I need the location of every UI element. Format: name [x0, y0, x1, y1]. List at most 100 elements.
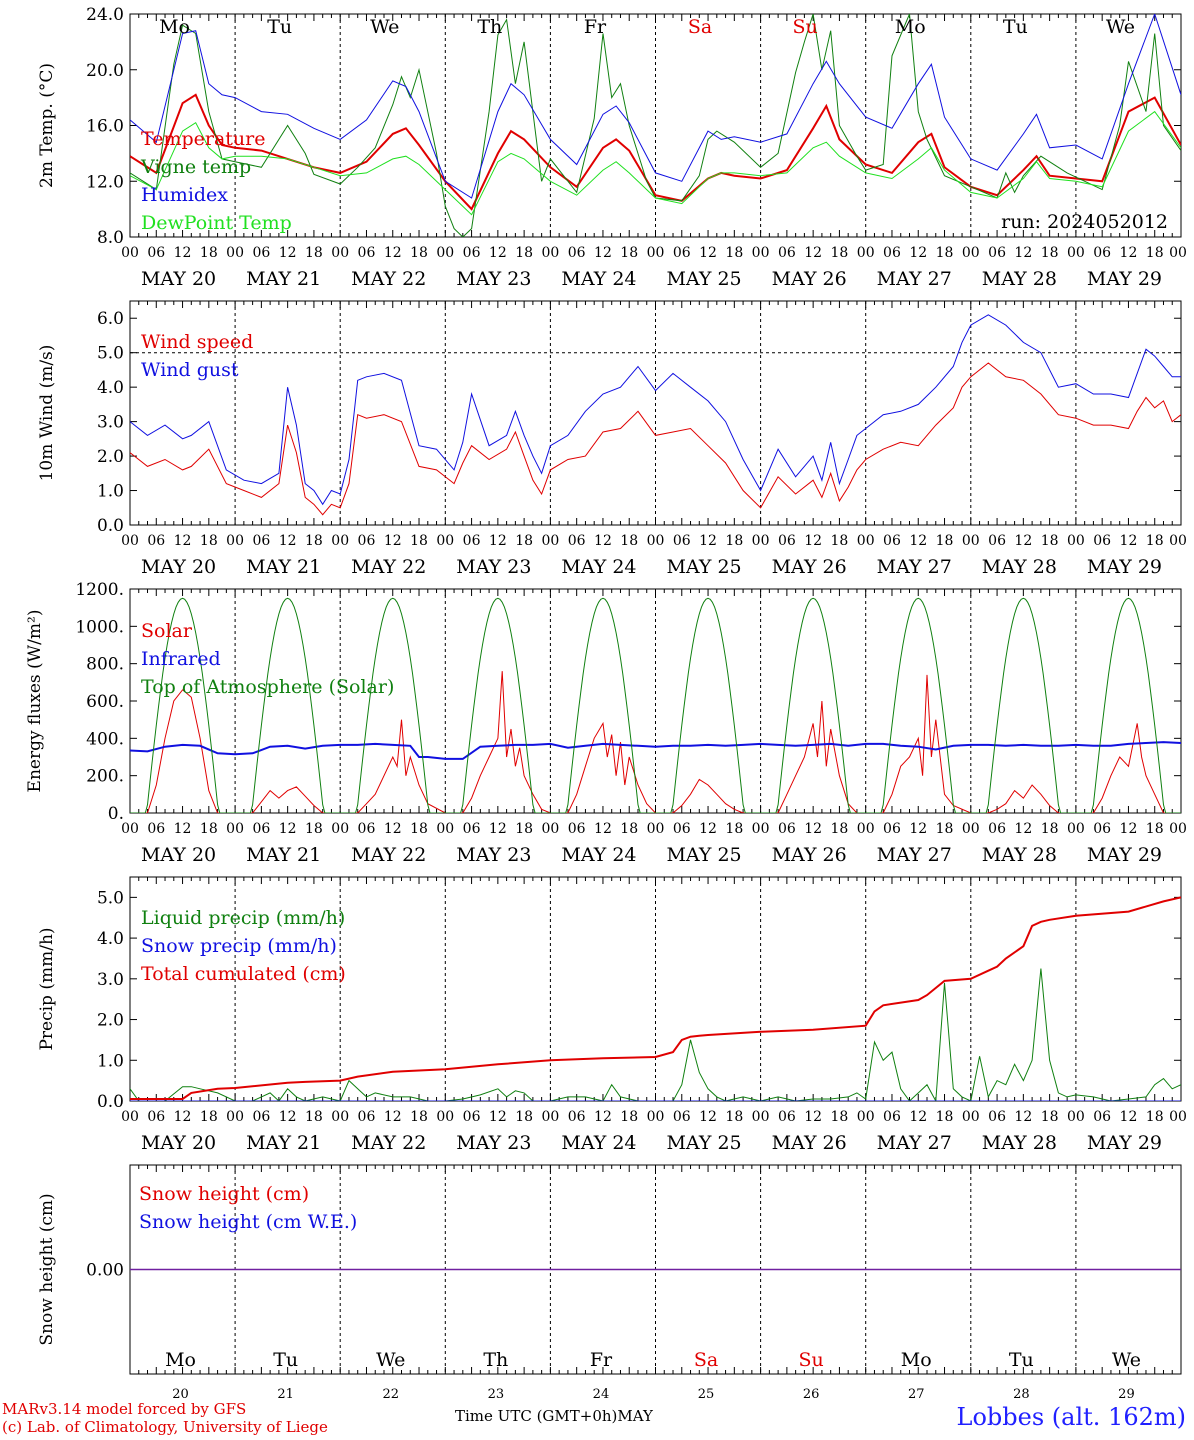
x-hour-label: 06 — [147, 533, 165, 549]
series-line-wind-gust — [130, 314, 1181, 506]
x-hour-label: 18 — [410, 821, 428, 837]
day-abbrev: Mo — [895, 16, 926, 38]
x-hour-label: 12 — [489, 1109, 507, 1125]
x-hour-label: 00 — [752, 245, 770, 261]
y-tick-label: 20.0 — [86, 61, 124, 81]
x-date-label: MAY 29 — [1087, 844, 1162, 866]
x-date-label: MAY 25 — [666, 1132, 741, 1154]
x-hour-label: 00 — [436, 821, 454, 837]
y-tick-label: 6.0 — [97, 309, 124, 329]
x-hour-label: 18 — [725, 245, 743, 261]
x-hour-label: 06 — [252, 245, 270, 261]
x-hour-label: 12 — [1014, 245, 1032, 261]
x-hour-label: 12 — [804, 821, 822, 837]
y-tick-label: 1.0 — [97, 1051, 124, 1071]
x-hour-label: 00 — [121, 1109, 139, 1125]
x-date-label: MAY 23 — [456, 556, 531, 578]
copyright-line: (c) Lab. of Climatology, University of L… — [2, 1418, 328, 1436]
x-hour-label: 18 — [620, 1109, 638, 1125]
day-abbrev: Th — [477, 16, 502, 38]
x-hour-label: 00 — [647, 533, 665, 549]
x-hour-label: 06 — [252, 1109, 270, 1125]
legend-entry: Solar — [141, 620, 193, 642]
x-hour-label: 06 — [988, 245, 1006, 261]
x-hour-label: 00 — [647, 1109, 665, 1125]
day-abbrev: Tu — [267, 16, 292, 38]
x-hour-label: 12 — [279, 245, 297, 261]
y-tick-label: 1.0 — [97, 482, 124, 502]
x-hour-label: 18 — [515, 821, 533, 837]
x-date-label: MAY 26 — [772, 556, 847, 578]
x-hour-label: 00 — [541, 1109, 559, 1125]
x-date-label: MAY 29 — [1087, 556, 1162, 578]
x-hour-label: 00 — [857, 245, 875, 261]
x-axis-title: Time UTC (GMT+0h)MAY — [455, 1407, 653, 1425]
x-hour-label: 12 — [1014, 1109, 1032, 1125]
x-hour-label: 06 — [147, 821, 165, 837]
legend-entry: Vigne temp — [140, 156, 251, 178]
x-hour-label: 06 — [1093, 1109, 1111, 1125]
x-hour-label: 12 — [489, 821, 507, 837]
x-date-label: MAY 24 — [561, 556, 636, 578]
x-date-label: MAY 28 — [982, 1132, 1057, 1154]
x-hour-label: 18 — [831, 821, 849, 837]
panel-4: 0.0 1.0 2.0 3.0 4.0 5.0 Precip (mm/h) Liquid pr… — [37, 876, 1187, 1154]
day-abbrev: Mo — [165, 1349, 196, 1371]
model-line: MARv3.14 model forced by GFS — [2, 1400, 247, 1418]
panel-5: 0.00 Snow height (cm) Snow height (cm) Snow… — [37, 1164, 1182, 1402]
x-hour-label: 06 — [463, 245, 481, 261]
series-line-infrared — [130, 741, 1181, 760]
x-hour-label: 12 — [699, 245, 717, 261]
day-abbrev: Th — [483, 1349, 508, 1371]
x-hour-label: 00 — [541, 533, 559, 549]
x-hour-label: 06 — [988, 533, 1006, 549]
y-tick-label: 400. — [86, 729, 124, 749]
x-hour-label: 06 — [673, 533, 691, 549]
x-hour-label: 12 — [699, 1109, 717, 1125]
y-tick-label: 0. — [108, 804, 124, 824]
x-hour-label: 12 — [174, 1109, 192, 1125]
x-hour-label: 12 — [594, 533, 612, 549]
station-label: Lobbes (alt. 162m) — [956, 1403, 1186, 1431]
y-tick-label: 3.0 — [97, 970, 124, 990]
day-number: 28 — [1013, 1387, 1030, 1402]
x-hour-label: 00 — [541, 245, 559, 261]
x-hour-label: 12 — [909, 1109, 927, 1125]
x-hour-label: 18 — [410, 533, 428, 549]
x-hour-label: 18 — [1146, 533, 1164, 549]
day-abbrev: Tu — [1009, 1349, 1034, 1371]
x-hour-label: 06 — [358, 245, 376, 261]
x-hour-label: 12 — [909, 821, 927, 837]
x-hour-label: 06 — [988, 821, 1006, 837]
y-tick-label: 200. — [86, 767, 124, 787]
x-hour-label: 00 — [962, 821, 980, 837]
day-number: 26 — [803, 1387, 820, 1402]
day-abbrev: Sa — [694, 1349, 718, 1371]
x-hour-label: 06 — [778, 245, 796, 261]
x-date-label: MAY 22 — [351, 556, 426, 578]
x-hour-label: 00 — [1169, 533, 1187, 549]
y-tick-label: 16.0 — [86, 117, 124, 137]
x-hour-label: 18 — [1146, 821, 1164, 837]
day-abbrev: Su — [799, 1349, 824, 1371]
x-hour-label: 18 — [200, 821, 218, 837]
x-hour-label: 06 — [673, 1109, 691, 1125]
x-hour-label: 18 — [200, 1109, 218, 1125]
x-hour-label: 12 — [384, 1109, 402, 1125]
x-hour-label: 00 — [436, 1109, 454, 1125]
x-hour-label: 06 — [568, 1109, 586, 1125]
x-hour-label: 12 — [384, 245, 402, 261]
day-abbrev: Tu — [273, 1349, 298, 1371]
y-tick-label: 0.0 — [97, 1092, 124, 1112]
x-hour-label: 00 — [331, 821, 349, 837]
x-date-label: MAY 28 — [982, 268, 1057, 290]
x-hour-label: 18 — [831, 533, 849, 549]
x-date-label: MAY 27 — [877, 1132, 952, 1154]
day-number: 24 — [593, 1387, 610, 1402]
x-date-label: MAY 25 — [666, 556, 741, 578]
x-hour-label: 12 — [804, 1109, 822, 1125]
y-tick-label: 3.0 — [97, 413, 124, 433]
series-line-dewpoint-temp — [130, 110, 1181, 216]
x-hour-label: 00 — [647, 245, 665, 261]
x-hour-label: 12 — [804, 533, 822, 549]
